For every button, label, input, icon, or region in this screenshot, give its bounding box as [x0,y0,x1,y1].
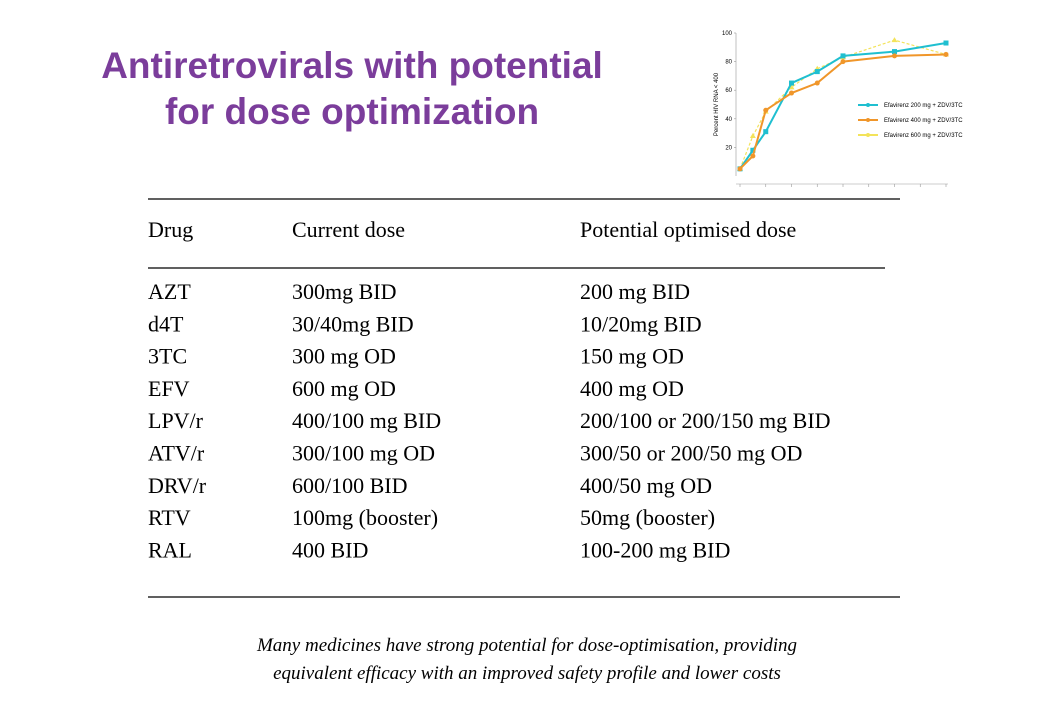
y-axis-label: Percent HIV RNA < 400 [714,72,720,136]
table-cell: 30/40mg BID [292,311,414,336]
point [749,132,756,138]
table-cell: 10/20mg BID [580,311,702,336]
point [789,80,794,86]
y-tick-label: 20 [725,145,732,151]
legend-swatch [866,133,870,137]
table-cell: 400/50 mg OD [580,473,712,498]
legend-label: Efavirenz 600 mg + ZDV/3TC [884,133,963,139]
legend-label: Efavirenz 400 mg + ZDV/3TC [884,118,963,124]
series-line [739,53,947,170]
title-line: for dose optimization [165,91,539,132]
point [763,107,769,113]
table-cell: 600/100 BID [292,473,408,498]
point [840,53,846,59]
chart: 20 40 60 80 100 Percent HIV RNA < 400 Efaviren… [714,31,963,187]
table-cell: LPV/r [148,408,204,433]
legend-swatch [866,103,870,107]
table-cell: ATV/r [148,441,205,466]
column-header: Drug [148,217,193,242]
point [737,166,743,172]
legend-label: Efavirenz 200 mg + ZDV/3TC [884,103,963,109]
table-cell: 300/50 or 200/50 mg OD [580,441,802,466]
point [750,153,756,159]
point [943,51,949,57]
y-tick-label: 80 [725,60,732,66]
y-tick-label: 60 [725,88,732,94]
column-header: Current dose [292,217,405,242]
point [892,49,897,55]
caption: equivalent efficacy with an improved saf… [273,663,781,684]
table-cell: 600 mg OD [292,376,396,401]
point [788,84,795,90]
point [750,147,756,153]
point [763,129,769,135]
point [789,90,794,96]
table-cell: 300 mg OD [292,344,396,369]
y-tick-label: 100 [722,31,733,37]
table-cell: 100-200 mg BID [580,537,730,562]
title-line: Antiretrovirals with potential [101,45,603,86]
point [814,80,820,86]
table-cell: 400 mg OD [580,376,684,401]
table-cell: AZT [148,279,191,304]
table-cell: 50mg (booster) [580,505,715,530]
table-cell: 200 mg BID [580,279,690,304]
table-cell: RAL [148,537,192,562]
table-cell: DRV/r [148,473,207,498]
point [891,37,898,43]
legend-swatch [866,118,870,122]
point [840,59,846,65]
table-cell: 400/100 mg BID [292,408,441,433]
table-cell: 150 mg OD [580,344,684,369]
table-cell: d4T [148,311,184,336]
table-cell: RTV [148,505,191,530]
column-header: Potential optimised dose [580,217,796,242]
table-cell: EFV [148,376,190,401]
y-tick-label: 40 [725,117,732,123]
table-cell: 300/100 mg OD [292,441,435,466]
point [943,40,949,46]
table-cell: 3TC [148,344,187,369]
point [814,69,820,75]
table-cell: 300mg BID [292,279,397,304]
table-cell: 400 BID [292,537,368,562]
caption: Many medicines have strong potential for… [256,635,797,656]
table-cell: 100mg (booster) [292,505,438,530]
table-cell: 200/100 or 200/150 mg BID [580,408,831,433]
point [892,53,897,59]
